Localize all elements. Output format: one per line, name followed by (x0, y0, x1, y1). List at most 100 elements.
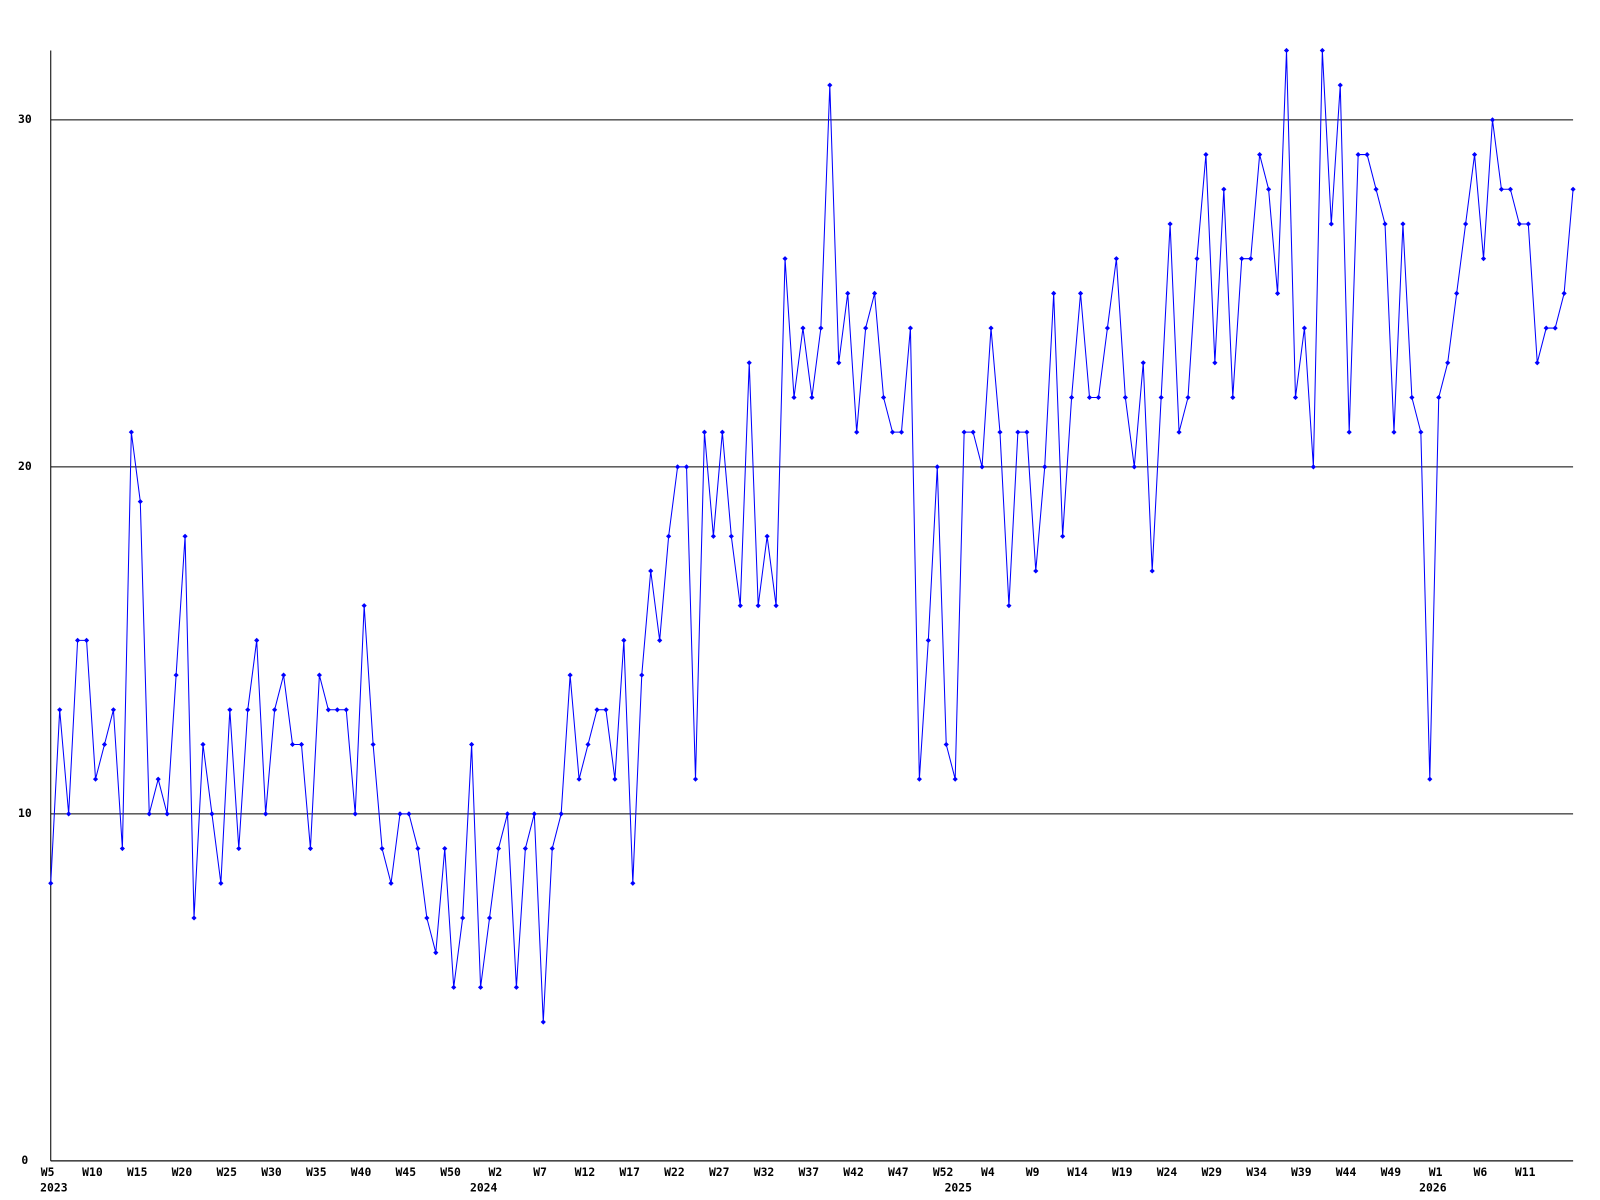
point (227, 707, 233, 713)
y-tick-label: 0 (21, 1153, 28, 1167)
point (128, 429, 134, 435)
point (1248, 256, 1254, 262)
x-tick-label: W25 (216, 1165, 237, 1179)
x-tick-label: W35 (306, 1165, 327, 1179)
point (1283, 47, 1290, 54)
point (1274, 290, 1281, 296)
point (83, 637, 90, 643)
point (916, 776, 922, 782)
point (486, 915, 493, 921)
point (272, 707, 278, 713)
point (1445, 360, 1451, 366)
point (1382, 221, 1388, 227)
x-tick-label: W45 (396, 1165, 417, 1179)
point (460, 915, 466, 921)
point (854, 429, 860, 435)
point (531, 811, 537, 817)
point (298, 741, 305, 748)
point (630, 880, 636, 886)
point (746, 360, 752, 366)
point (155, 776, 161, 782)
point (218, 880, 224, 886)
point (48, 880, 54, 886)
point (92, 776, 99, 782)
point (424, 915, 430, 921)
point (110, 707, 117, 713)
point (549, 845, 555, 852)
point (997, 429, 1003, 435)
point (1158, 394, 1164, 401)
point (57, 707, 63, 713)
x-tick-label: W47 (888, 1165, 909, 1179)
point (513, 984, 519, 990)
point (182, 533, 188, 539)
point (710, 533, 716, 539)
x-year-label: 2025 (945, 1181, 973, 1195)
point (209, 811, 215, 817)
point (674, 464, 681, 470)
point (773, 603, 779, 609)
point (576, 776, 582, 782)
x-tick-label: W4 (981, 1165, 995, 1179)
point (1328, 221, 1334, 227)
x-tick-label: W17 (619, 1165, 640, 1179)
x-tick-label: W42 (843, 1165, 864, 1179)
point (701, 429, 708, 435)
point (1436, 394, 1442, 401)
point (504, 811, 511, 817)
point (1561, 290, 1567, 296)
point (1516, 221, 1522, 227)
point (657, 637, 663, 643)
point (880, 394, 887, 401)
point (1176, 429, 1182, 435)
point (442, 845, 448, 852)
point (791, 394, 797, 401)
x-year-label: 2026 (1419, 1181, 1447, 1195)
x-tick-label: W32 (754, 1165, 775, 1179)
point (361, 603, 367, 609)
point (1400, 221, 1406, 227)
x-tick-label: W7 (533, 1165, 547, 1179)
point (1069, 394, 1075, 401)
point (1042, 464, 1048, 470)
point (1489, 117, 1496, 123)
point (66, 811, 72, 817)
point (388, 880, 394, 886)
point (1077, 290, 1084, 296)
point (307, 845, 314, 852)
point (809, 394, 815, 401)
point (495, 845, 502, 852)
x-tick-label: W52 (933, 1165, 954, 1179)
x-tick-label: W15 (127, 1165, 148, 1179)
point (469, 741, 475, 748)
point (280, 672, 287, 678)
point (1409, 394, 1415, 401)
point (119, 845, 125, 852)
point (1480, 256, 1487, 262)
point (863, 325, 869, 331)
point (522, 845, 528, 852)
x-tick-label: W49 (1381, 1165, 1402, 1179)
point (782, 256, 788, 262)
point (1060, 533, 1066, 539)
x-tick-label: W19 (1112, 1165, 1133, 1179)
point (836, 360, 842, 366)
point (585, 741, 591, 748)
point (1095, 394, 1102, 401)
point (934, 464, 940, 470)
point (639, 672, 645, 678)
point (1122, 394, 1128, 401)
point (1086, 394, 1093, 401)
y-tick-label: 20 (18, 459, 32, 473)
point (289, 741, 296, 748)
x-tick-label: W10 (82, 1165, 103, 1179)
point (316, 672, 322, 678)
point (1149, 568, 1155, 574)
point (1507, 186, 1513, 192)
x-tick-label: W2 (489, 1165, 503, 1179)
point (818, 325, 824, 331)
point (1454, 290, 1460, 296)
x-tick-label: W9 (1026, 1165, 1040, 1179)
point (1257, 151, 1263, 158)
